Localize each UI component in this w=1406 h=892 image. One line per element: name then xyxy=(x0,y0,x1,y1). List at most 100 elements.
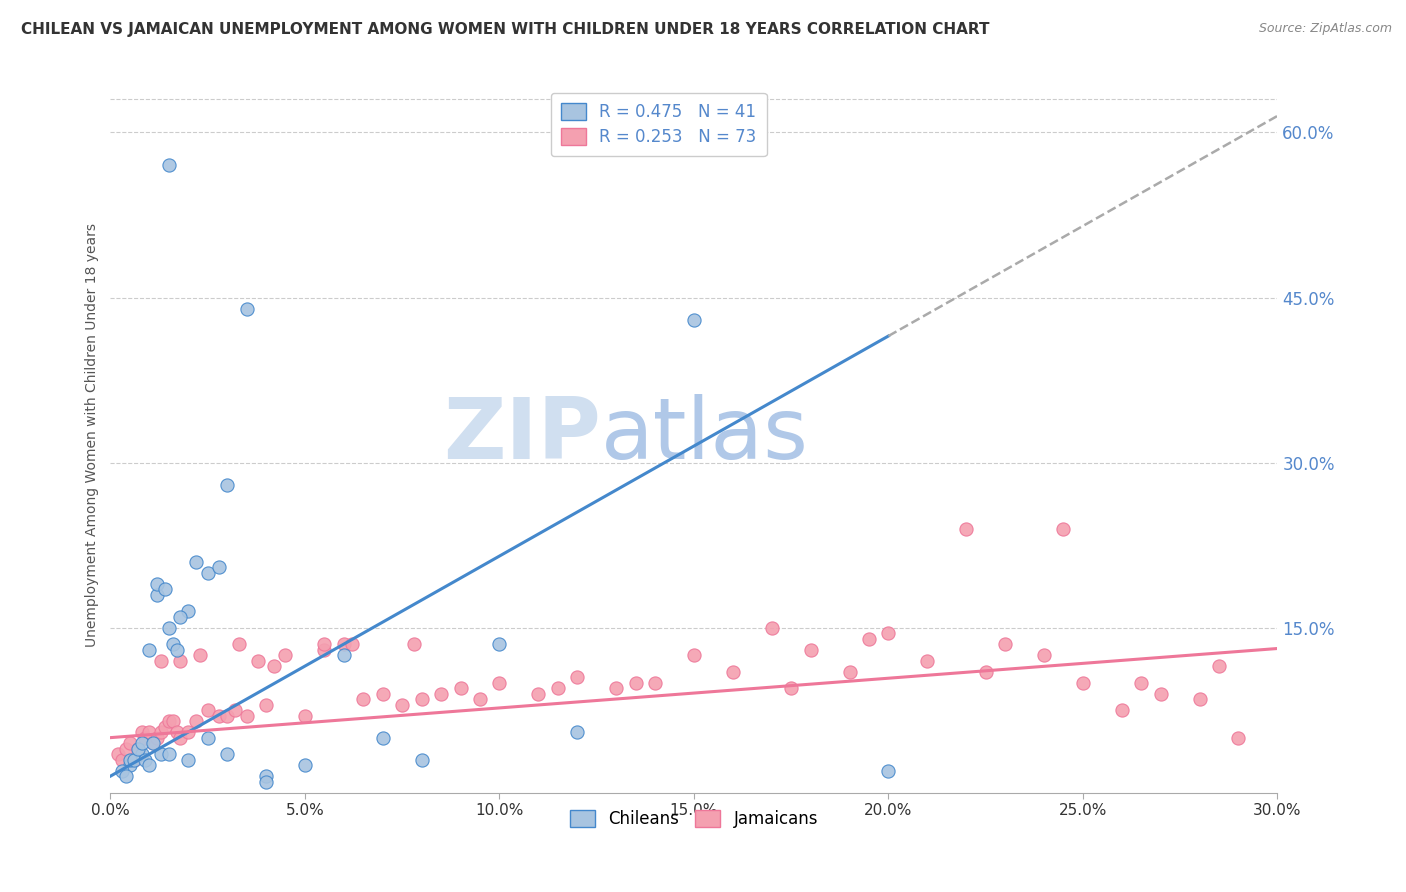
Point xyxy=(1130,675,1153,690)
Point xyxy=(294,758,316,772)
Point xyxy=(235,301,257,316)
Point xyxy=(391,698,413,712)
Point xyxy=(131,736,153,750)
Point xyxy=(838,665,860,679)
Text: atlas: atlas xyxy=(600,393,808,476)
Point xyxy=(333,648,356,662)
Point xyxy=(149,725,172,739)
Point xyxy=(138,725,160,739)
Point xyxy=(177,604,200,618)
Point xyxy=(184,714,207,728)
Point xyxy=(107,747,129,761)
Point xyxy=(162,714,184,728)
Point xyxy=(153,582,176,596)
Point xyxy=(624,675,647,690)
Point xyxy=(169,654,191,668)
Point xyxy=(683,648,706,662)
Point xyxy=(430,687,453,701)
Point xyxy=(1208,659,1230,673)
Point xyxy=(166,725,188,739)
Point xyxy=(488,675,510,690)
Point xyxy=(800,642,823,657)
Point xyxy=(1227,731,1250,745)
Point xyxy=(177,725,200,739)
Point xyxy=(340,637,363,651)
Point xyxy=(371,731,394,745)
Text: CHILEAN VS JAMAICAN UNEMPLOYMENT AMONG WOMEN WITH CHILDREN UNDER 18 YEARS CORREL: CHILEAN VS JAMAICAN UNEMPLOYMENT AMONG W… xyxy=(21,22,990,37)
Point xyxy=(263,659,285,673)
Point xyxy=(994,637,1017,651)
Point xyxy=(217,747,239,761)
Point xyxy=(134,753,156,767)
Point xyxy=(314,642,336,657)
Point xyxy=(134,731,156,745)
Point xyxy=(605,681,627,695)
Point xyxy=(197,703,219,717)
Point xyxy=(138,758,160,772)
Point xyxy=(127,741,149,756)
Point xyxy=(1052,522,1074,536)
Point xyxy=(371,687,394,701)
Point xyxy=(208,708,231,723)
Point xyxy=(955,522,977,536)
Point xyxy=(115,741,138,756)
Point xyxy=(146,731,169,745)
Point xyxy=(761,621,783,635)
Point xyxy=(644,675,666,690)
Point xyxy=(118,736,141,750)
Point xyxy=(877,626,900,640)
Point xyxy=(974,665,997,679)
Point xyxy=(235,708,257,723)
Point xyxy=(228,637,250,651)
Point xyxy=(333,637,356,651)
Point xyxy=(122,753,145,767)
Point xyxy=(780,681,803,695)
Point xyxy=(177,753,200,767)
Point xyxy=(217,477,239,491)
Point xyxy=(1188,692,1211,706)
Point xyxy=(411,753,433,767)
Point xyxy=(1071,675,1094,690)
Point xyxy=(118,753,141,767)
Text: Source: ZipAtlas.com: Source: ZipAtlas.com xyxy=(1258,22,1392,36)
Point xyxy=(488,637,510,651)
Point xyxy=(858,632,880,646)
Point xyxy=(157,159,180,173)
Point xyxy=(683,312,706,326)
Point xyxy=(184,555,207,569)
Point xyxy=(127,741,149,756)
Point xyxy=(149,654,172,668)
Point xyxy=(1033,648,1056,662)
Point xyxy=(157,747,180,761)
Point xyxy=(1150,687,1173,701)
Point xyxy=(721,665,744,679)
Point xyxy=(274,648,297,662)
Point xyxy=(146,576,169,591)
Point xyxy=(411,692,433,706)
Point xyxy=(314,637,336,651)
Legend: Chileans, Jamaicans: Chileans, Jamaicans xyxy=(562,803,825,834)
Point xyxy=(224,703,246,717)
Point xyxy=(247,654,270,668)
Point xyxy=(142,736,165,750)
Point xyxy=(146,588,169,602)
Point xyxy=(157,621,180,635)
Point xyxy=(254,774,277,789)
Point xyxy=(917,654,939,668)
Point xyxy=(131,725,153,739)
Point xyxy=(149,747,172,761)
Point xyxy=(169,731,191,745)
Point xyxy=(547,681,569,695)
Point xyxy=(877,764,900,778)
Point xyxy=(468,692,491,706)
Point xyxy=(115,769,138,783)
Point xyxy=(254,769,277,783)
Point xyxy=(1111,703,1133,717)
Point xyxy=(197,566,219,580)
Point xyxy=(402,637,425,651)
Point xyxy=(142,736,165,750)
Point xyxy=(294,708,316,723)
Point xyxy=(166,642,188,657)
Point xyxy=(157,714,180,728)
Point xyxy=(527,687,550,701)
